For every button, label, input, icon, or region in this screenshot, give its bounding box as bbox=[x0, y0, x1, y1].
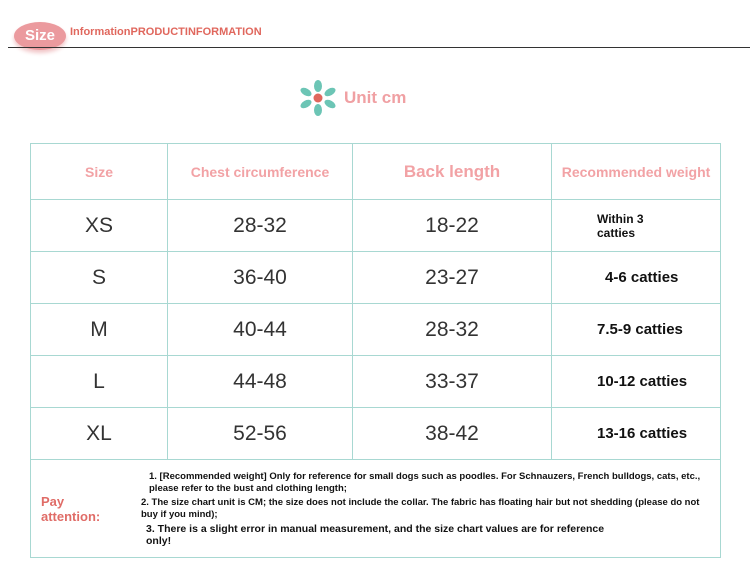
cell-size: S bbox=[30, 251, 168, 304]
cell-back: 23-27 bbox=[352, 251, 552, 304]
cell-weight: 4-6 catties bbox=[551, 251, 721, 304]
cell-size: L bbox=[30, 355, 168, 408]
flower-icon bbox=[300, 80, 336, 116]
column-header-back: Back length bbox=[352, 143, 552, 200]
size-badge: Size bbox=[14, 22, 66, 50]
cell-size: XL bbox=[30, 407, 168, 460]
cell-chest: 44-48 bbox=[167, 355, 353, 408]
unit-text: Unit cm bbox=[344, 88, 407, 107]
note-item: 3. There is a slight error in manual mea… bbox=[146, 522, 605, 547]
unit-label: Unit cm bbox=[300, 80, 406, 116]
pay-attention-label: Pay attention: bbox=[41, 493, 101, 524]
cell-chest: 36-40 bbox=[167, 251, 353, 304]
cell-size: M bbox=[30, 303, 168, 356]
cell-weight: Within 3 catties bbox=[551, 199, 721, 252]
notes-cell: Pay attention: 1. [Recommended weight] O… bbox=[30, 459, 721, 558]
note-item: 2. The size chart unit is CM; the size d… bbox=[141, 496, 700, 520]
table-row: L 44-48 33-37 10-12 catties bbox=[30, 355, 721, 408]
cell-back: 18-22 bbox=[352, 199, 552, 252]
cell-size: XS bbox=[30, 199, 168, 252]
cell-back: 38-42 bbox=[352, 407, 552, 460]
cell-weight: 7.5-9 catties bbox=[551, 303, 721, 356]
column-header-size: Size bbox=[30, 143, 168, 200]
table-row: XS 28-32 18-22 Within 3 catties bbox=[30, 199, 721, 252]
table-row: M 40-44 28-32 7.5-9 catties bbox=[30, 303, 721, 356]
table-row: S 36-40 23-27 4-6 catties bbox=[30, 251, 721, 304]
header-title: InformationPRODUCTINFORMATION bbox=[70, 26, 262, 38]
cell-chest: 28-32 bbox=[167, 199, 353, 252]
cell-chest: 40-44 bbox=[167, 303, 353, 356]
table-header-row: Size Chest circumference Back length Rec… bbox=[30, 143, 721, 200]
table-row: XL 52-56 38-42 13-16 catties bbox=[30, 407, 721, 460]
notes-row: Pay attention: 1. [Recommended weight] O… bbox=[30, 459, 721, 558]
column-header-weight: Recommended weight bbox=[551, 143, 721, 200]
cell-back: 28-32 bbox=[352, 303, 552, 356]
cell-weight: 13-16 catties bbox=[551, 407, 721, 460]
note-item: 1. [Recommended weight] Only for referen… bbox=[149, 470, 701, 494]
cell-back: 33-37 bbox=[352, 355, 552, 408]
cell-weight: 10-12 catties bbox=[551, 355, 721, 408]
size-chart-table: Size Chest circumference Back length Rec… bbox=[30, 143, 721, 558]
header-divider bbox=[8, 47, 750, 48]
column-header-chest: Chest circumference bbox=[167, 143, 353, 200]
cell-chest: 52-56 bbox=[167, 407, 353, 460]
